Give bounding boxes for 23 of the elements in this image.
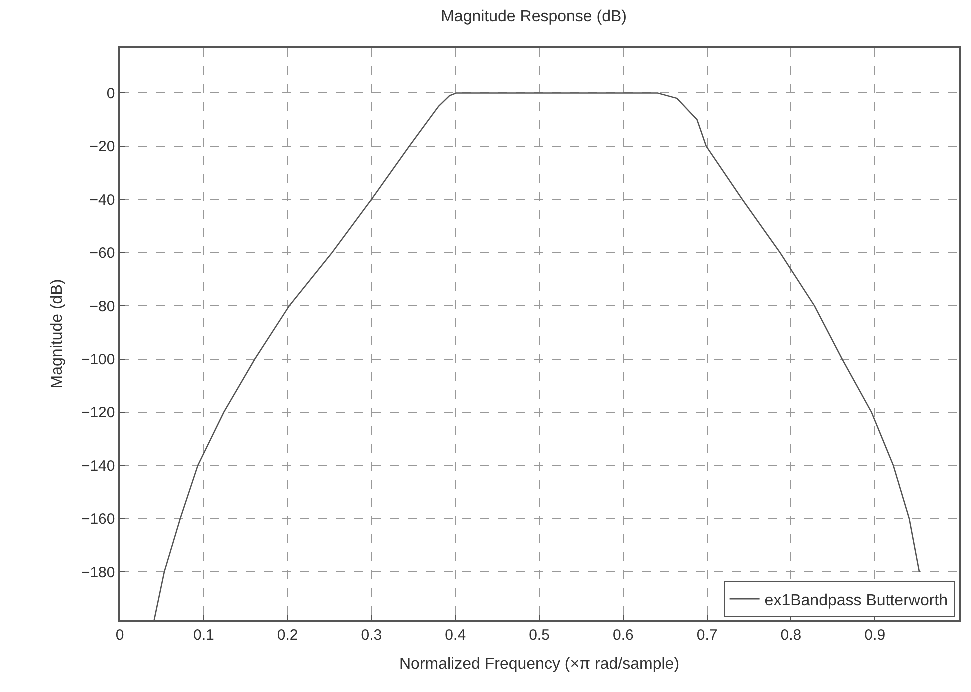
- x-tick-label: 0.7: [696, 626, 718, 644]
- x-tick-label: 0.1: [193, 626, 214, 644]
- y-tick-label: −40: [90, 192, 116, 209]
- x-tick-label: 0.2: [277, 626, 298, 644]
- y-tick-label: −120: [81, 404, 116, 422]
- x-axis-title: Normalized Frequency (×π rad/sample): [399, 656, 680, 673]
- x-tick-label: 0.3: [361, 626, 382, 644]
- y-tick-label: −140: [81, 458, 116, 475]
- x-tick-label: 0.8: [780, 626, 802, 644]
- x-tick-label: 0.4: [445, 626, 466, 644]
- chart-title: Magnitude Response (dB): [441, 8, 627, 26]
- y-tick-label: −160: [81, 511, 116, 528]
- y-tick-label: −180: [81, 564, 116, 582]
- y-axis-title: Magnitude (dB): [48, 279, 66, 389]
- y-tick-label: −80: [90, 298, 116, 316]
- y-tick-label: −100: [81, 352, 116, 369]
- x-tick-label: 0.6: [612, 626, 634, 644]
- x-tick-label: 0.9: [864, 626, 886, 644]
- y-tick-label: 0: [106, 85, 116, 102]
- legend-label: ex1Bandpass Butterworth: [764, 592, 948, 610]
- x-tick-label: 0.5: [529, 626, 550, 644]
- y-tick-label: −20: [90, 138, 116, 156]
- y-tick-label: −60: [90, 245, 116, 262]
